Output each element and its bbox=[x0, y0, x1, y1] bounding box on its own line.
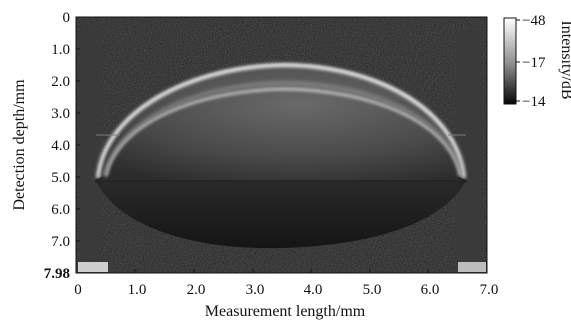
x-tick-label: 0 bbox=[74, 282, 82, 298]
colorbar-tick-label: −14 bbox=[522, 94, 546, 110]
x-tick-label: 6.0 bbox=[421, 282, 440, 298]
x-axis-title: Measurement length/mm bbox=[205, 303, 366, 320]
colorbar-tick-label: −48 bbox=[522, 13, 545, 29]
y-tick-label: 1.0 bbox=[51, 42, 70, 58]
colorbar-tick-label: −17 bbox=[522, 55, 546, 71]
y-tick-labels: 0 1.0 2.0 3.0 4.0 5.0 6.0 7.0 7.98 bbox=[44, 10, 70, 282]
y-tick-label: 3.0 bbox=[51, 106, 70, 122]
x-tick-label: 3.0 bbox=[246, 282, 265, 298]
x-tick-marks bbox=[75, 269, 488, 273]
y-tick-marks bbox=[76, 16, 80, 242]
y-tick-label: 7.98 bbox=[44, 266, 70, 282]
y-tick-label: 7.0 bbox=[51, 234, 70, 250]
x-tick-label: 4.0 bbox=[304, 282, 323, 298]
x-tick-label: 5.0 bbox=[363, 282, 382, 298]
x-tick-labels: 0 1.0 2.0 3.0 4.0 5.0 6.0 7.0 bbox=[74, 282, 498, 298]
colorbar: −48 −17 −14 Intensity/dB bbox=[503, 13, 571, 110]
colorbar-title: Intensity/dB bbox=[558, 20, 571, 99]
x-tick-label: 7.0 bbox=[480, 282, 499, 298]
colorbar-gradient bbox=[503, 17, 517, 105]
y-axis-title: Detection depth/mm bbox=[11, 79, 28, 211]
x-tick-label: 2.0 bbox=[187, 282, 206, 298]
y-tick-label: 5.0 bbox=[51, 170, 70, 186]
y-tick-label: 6.0 bbox=[51, 202, 70, 218]
scan-image bbox=[76, 17, 487, 273]
y-tick-label: 4.0 bbox=[51, 138, 70, 154]
y-tick-label: 0 bbox=[63, 10, 71, 26]
y-tick-label: 2.0 bbox=[51, 74, 70, 90]
x-tick-label: 1.0 bbox=[128, 282, 147, 298]
